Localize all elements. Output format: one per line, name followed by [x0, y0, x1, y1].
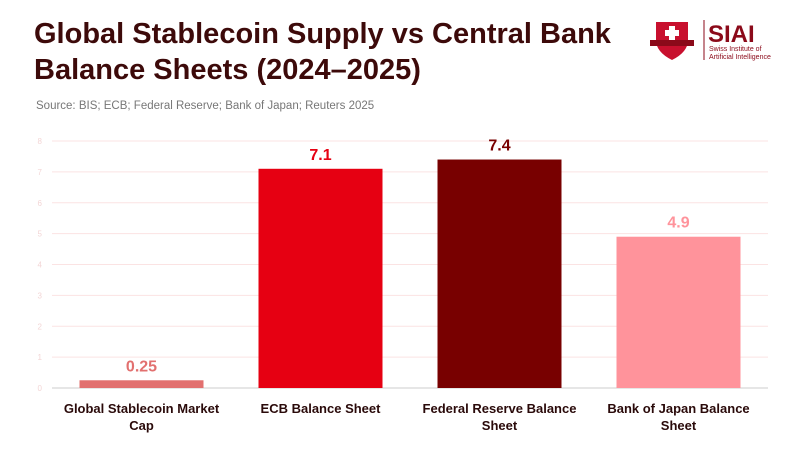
bar — [616, 236, 741, 388]
logo-name: SIAI — [708, 21, 755, 48]
y-tick-label: 8 — [38, 137, 43, 146]
y-tick-label: 7 — [38, 168, 43, 177]
y-tick-label: 1 — [38, 353, 43, 362]
data-label: 0.25 — [126, 358, 157, 375]
x-tick-label: Bank of Japan Balance — [607, 401, 749, 416]
swiss-cross-icon — [665, 26, 679, 40]
bar — [258, 168, 383, 388]
chart-title: Global Stablecoin Supply vs Central Bank… — [34, 18, 611, 86]
y-tick-label: 6 — [38, 199, 43, 208]
siai-logo: SIAI Swiss Institute of Artificial Intel… — [650, 20, 771, 61]
data-label: 4.9 — [667, 215, 689, 232]
bar — [437, 159, 562, 388]
x-tick-label: Sheet — [482, 418, 518, 433]
logo-subtitle-1: Swiss Institute of — [709, 46, 762, 53]
y-tick-label: 5 — [38, 230, 43, 239]
bar — [79, 380, 204, 388]
x-tick-label: Federal Reserve Balance — [423, 401, 577, 416]
data-label: 7.1 — [309, 147, 331, 164]
x-tick-label: Cap — [129, 418, 154, 433]
logo-subtitle-2: Artificial Intelligence — [709, 54, 771, 61]
x-tick-label: Global Stablecoin Market — [64, 401, 220, 416]
source-note: Source: BIS; ECB; Federal Reserve; Bank … — [36, 100, 375, 112]
x-tick-label: ECB Balance Sheet — [261, 401, 382, 416]
y-tick-label: 4 — [38, 261, 43, 270]
data-label: 7.4 — [488, 138, 510, 155]
y-tick-label: 2 — [38, 322, 43, 331]
ribbon-icon — [650, 40, 694, 46]
y-tick-label: 0 — [38, 384, 43, 393]
y-tick-label: 3 — [38, 291, 43, 300]
x-tick-label: Sheet — [661, 418, 697, 433]
